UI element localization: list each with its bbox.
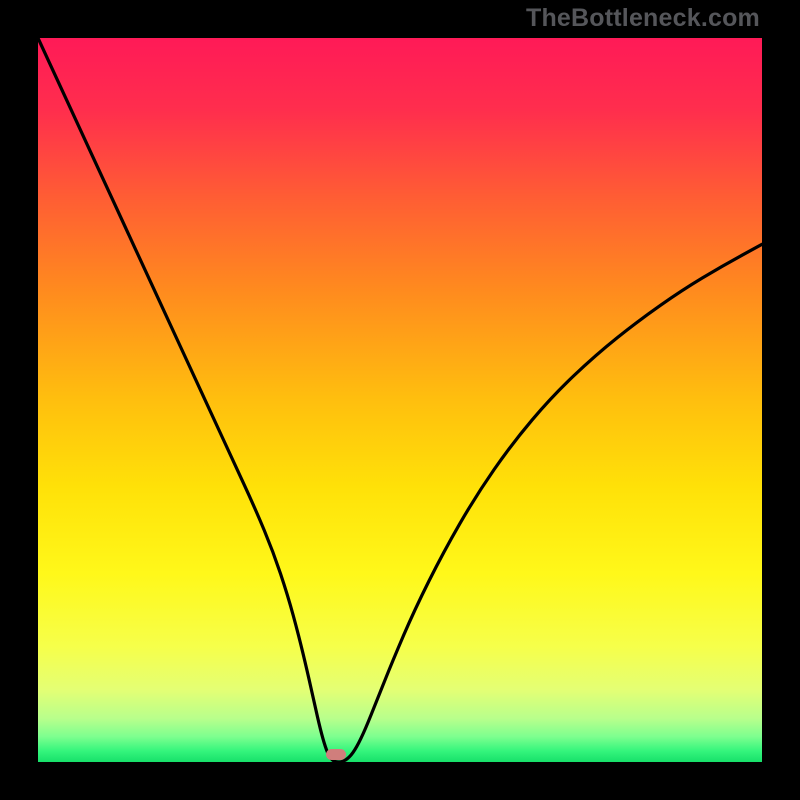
minimum-marker bbox=[326, 749, 346, 760]
watermark-text: TheBottleneck.com bbox=[526, 4, 760, 33]
gradient-background bbox=[38, 38, 762, 762]
plot-area bbox=[38, 38, 762, 762]
chart-root: TheBottleneck.com bbox=[0, 0, 800, 800]
